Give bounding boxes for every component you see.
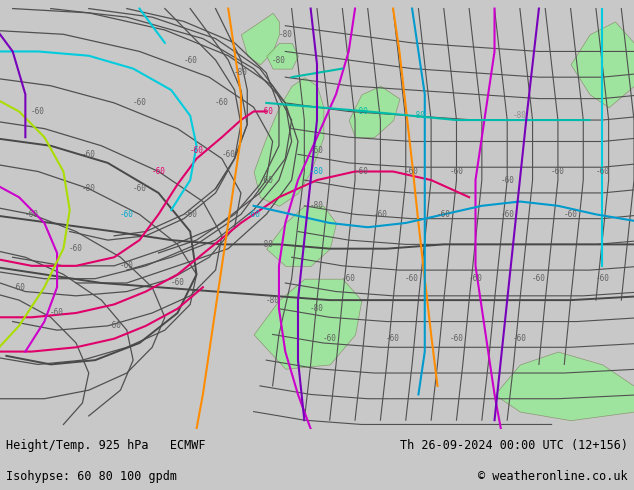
Text: -60: -60 xyxy=(342,274,356,283)
Text: -60: -60 xyxy=(183,55,197,65)
Text: -80: -80 xyxy=(259,240,273,249)
Text: -60: -60 xyxy=(513,334,527,343)
Text: -60: -60 xyxy=(500,210,514,219)
Text: -80: -80 xyxy=(272,55,286,65)
Text: -80: -80 xyxy=(354,107,368,116)
Text: -60: -60 xyxy=(152,167,165,176)
Text: -60: -60 xyxy=(595,167,609,176)
Text: -60: -60 xyxy=(120,261,134,270)
Text: -60: -60 xyxy=(183,210,197,219)
Text: -60: -60 xyxy=(532,274,546,283)
Text: -60: -60 xyxy=(259,107,273,116)
Text: -80: -80 xyxy=(234,69,248,77)
Text: -60: -60 xyxy=(500,175,514,185)
Text: -60: -60 xyxy=(50,309,64,318)
Text: -60: -60 xyxy=(133,98,146,107)
Text: -60: -60 xyxy=(120,210,134,219)
Text: -60: -60 xyxy=(133,184,146,193)
Text: -60: -60 xyxy=(450,167,463,176)
Text: -60: -60 xyxy=(564,210,578,219)
Text: Isohypse: 60 80 100 gpdm: Isohypse: 60 80 100 gpdm xyxy=(6,470,178,483)
Text: -60: -60 xyxy=(373,210,387,219)
Text: -60: -60 xyxy=(215,98,229,107)
Text: -80: -80 xyxy=(310,201,324,210)
Text: -60: -60 xyxy=(107,321,121,330)
Text: -60: -60 xyxy=(69,244,83,253)
Text: -60: -60 xyxy=(323,334,337,343)
Text: -60: -60 xyxy=(354,167,368,176)
Text: -60: -60 xyxy=(221,150,235,159)
Text: -60: -60 xyxy=(31,107,45,116)
Text: Th 26-09-2024 00:00 UTC (12+156): Th 26-09-2024 00:00 UTC (12+156) xyxy=(399,440,628,452)
Text: -60: -60 xyxy=(405,274,419,283)
Text: -60: -60 xyxy=(82,150,96,159)
Text: -60: -60 xyxy=(405,167,419,176)
Text: -80: -80 xyxy=(266,295,280,305)
Text: -60: -60 xyxy=(171,278,184,288)
Text: -60: -60 xyxy=(190,146,204,154)
Text: © weatheronline.co.uk: © weatheronline.co.uk xyxy=(478,470,628,483)
Text: -80: -80 xyxy=(513,111,527,120)
Text: -80: -80 xyxy=(310,304,324,313)
Text: -80: -80 xyxy=(82,184,96,193)
Text: -60: -60 xyxy=(595,274,609,283)
Text: -60: -60 xyxy=(450,334,463,343)
Text: -60: -60 xyxy=(247,210,261,219)
Text: -60: -60 xyxy=(310,146,324,154)
Text: -80: -80 xyxy=(411,111,425,120)
Text: -60: -60 xyxy=(12,283,26,292)
Text: -60: -60 xyxy=(25,210,39,219)
Text: -60: -60 xyxy=(551,167,565,176)
Text: -80: -80 xyxy=(310,167,324,176)
Text: Height/Temp. 925 hPa   ECMWF: Height/Temp. 925 hPa ECMWF xyxy=(6,440,206,452)
Text: -60: -60 xyxy=(386,334,400,343)
Text: -60: -60 xyxy=(259,175,273,185)
Text: -60: -60 xyxy=(437,210,451,219)
Text: -80: -80 xyxy=(278,30,292,39)
Text: -60: -60 xyxy=(469,274,482,283)
